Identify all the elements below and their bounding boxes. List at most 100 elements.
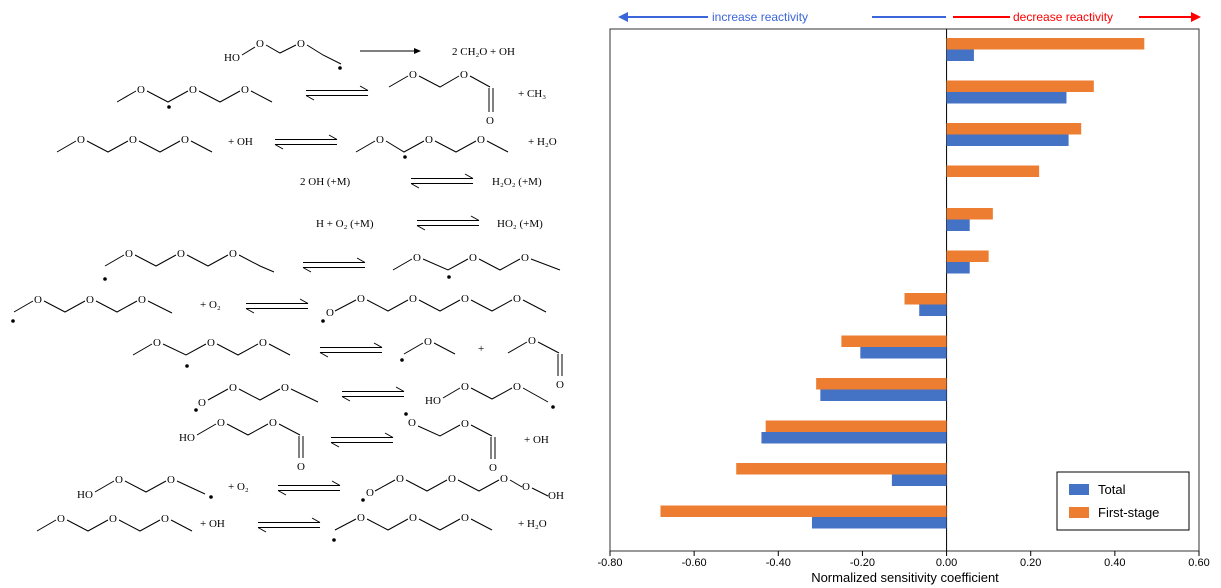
- atom-label: O: [513, 293, 521, 305]
- atom-label: O: [129, 134, 137, 146]
- reactant-structure: HO O O: [224, 38, 342, 70]
- sensitivity-bar-chart: increase reactivity decrease reactivity …: [597, 10, 1210, 585]
- bar-first-stage-8: [841, 335, 947, 347]
- product-structure: O O O O O OH: [361, 473, 564, 502]
- reaction-products: + CH₃: [518, 88, 546, 100]
- product-structure: O O O: [388, 69, 494, 127]
- plot-area-frame: [609, 28, 1200, 552]
- reaction-reactants: 2 OH (+M): [300, 176, 351, 188]
- product-structure: HO O O: [425, 381, 555, 409]
- equilibrium-arrow: [416, 215, 480, 231]
- atom-label: O: [77, 134, 85, 146]
- reaction-11: HO O O + O₂ O O O O O OH: [77, 473, 564, 502]
- atom-label: O: [424, 336, 432, 348]
- atom-label: O: [528, 335, 536, 347]
- equilibrium-arrow: [341, 386, 405, 402]
- atom-label: O: [189, 84, 197, 96]
- reactant-structure: O O O: [36, 513, 193, 532]
- x-tick-label: -0.60: [682, 557, 707, 569]
- atom-label: O: [229, 248, 237, 260]
- reaction-products: + OH: [524, 434, 549, 446]
- reaction-products: + H₂O: [528, 136, 557, 148]
- atom-label: O: [297, 38, 305, 50]
- reactant-structure: O O O: [116, 84, 273, 109]
- atom-label: O: [297, 461, 305, 473]
- legend-swatch-total: [1069, 484, 1089, 495]
- atom-label: O: [229, 382, 237, 394]
- bar-first-stage-10: [765, 420, 947, 432]
- bar-first-stage-4: [946, 165, 1040, 177]
- bar-first-stage-2: [946, 80, 1094, 92]
- legend-swatch-first-stage: [1069, 507, 1089, 518]
- reaction-arrow: [360, 48, 421, 54]
- product-structure: O O O: [404, 412, 497, 474]
- reaction-reagent: + O₂: [200, 299, 221, 311]
- atom-label: O: [448, 473, 456, 485]
- bar-first-stage-11: [736, 463, 947, 475]
- atom-label: O: [396, 473, 404, 485]
- reactant-structure: O O O: [132, 337, 291, 368]
- bar-first-stage-12: [660, 505, 947, 517]
- atom-label: O: [153, 337, 161, 349]
- legend-label-first-stage: First-stage: [1098, 505, 1159, 520]
- bar-total-2: [946, 92, 1067, 104]
- atom-label: O: [469, 252, 477, 264]
- atom-label: O: [425, 134, 433, 146]
- bar-total-3: [946, 134, 1069, 146]
- reactant-structure: HO O O: [77, 474, 213, 501]
- atom-label: O: [125, 248, 133, 260]
- legend-label-total: Total: [1098, 482, 1126, 497]
- atom-label: O: [376, 134, 384, 146]
- reaction-8: O O O O + O O: [132, 335, 564, 391]
- product-structure: O O O: [332, 512, 493, 542]
- reaction-7: O O O + O₂ O O O O O: [11, 293, 547, 323]
- product-structure: O O: [507, 335, 564, 391]
- atom-label: O: [86, 294, 94, 306]
- increase-reactivity-arrowhead: [618, 12, 628, 22]
- bar-first-stage-6: [946, 250, 989, 262]
- atom-label: O: [241, 84, 249, 96]
- atom-label: HO: [224, 52, 240, 64]
- reaction-3: O O O + OH O O O + H₂O: [56, 134, 557, 159]
- bar-total-1: [946, 49, 974, 61]
- atom-label: O: [57, 513, 65, 525]
- reaction-reagent: + OH: [200, 518, 225, 530]
- bar-total-6: [946, 262, 970, 274]
- reaction-1: HO O O 2 CH₂O + OH: [224, 38, 515, 70]
- atom-label: O: [34, 294, 42, 306]
- reaction-4: 2 OH (+M) H₂O₂ (+M): [300, 173, 542, 189]
- atom-label: O: [109, 513, 117, 525]
- reaction-10: HO O O O O O O + OH: [179, 412, 549, 474]
- reaction-12: O O O + OH O O O + H₂O: [36, 512, 547, 542]
- atom-label: O: [477, 134, 485, 146]
- bar-total-8: [860, 347, 947, 359]
- x-tick-label: 0.60: [1188, 557, 1209, 569]
- atom-label: O: [217, 417, 225, 429]
- reaction-products: H₂O₂ (+M): [492, 176, 542, 188]
- bar-total-10: [761, 432, 947, 444]
- reactant-structure: O O O: [103, 248, 275, 281]
- equilibrium-arrow: [302, 257, 366, 273]
- x-axis-title: Normalized sensitivity coefficient: [811, 570, 999, 585]
- atom-label: HO: [77, 489, 93, 501]
- reaction-plus: +: [478, 343, 484, 355]
- reactant-structure: O O O: [11, 294, 173, 323]
- atom-label: O: [366, 487, 374, 499]
- x-tick-label: -0.20: [850, 557, 875, 569]
- bar-first-stage-7: [904, 293, 947, 305]
- reaction-5: H + O₂ (+M) HO₂ (+M): [316, 215, 543, 231]
- atom-label: O: [513, 381, 521, 393]
- atom-label: O: [522, 481, 530, 493]
- reactant-structure: O O O: [56, 134, 213, 153]
- atom-label: O: [409, 512, 417, 524]
- equilibrium-arrow: [319, 342, 383, 358]
- atom-label: O: [460, 69, 468, 81]
- x-axis-ticks: -0.80 -0.60 -0.40 -0.20 0.00 0.20 0.40 0.60: [597, 551, 1210, 569]
- atom-label: O: [461, 293, 469, 305]
- x-tick-label: -0.40: [766, 557, 791, 569]
- reactant-structure: HO O O O: [179, 417, 305, 473]
- atom-label: O: [357, 512, 365, 524]
- bar-first-stage-1: [946, 38, 1145, 50]
- reaction-6: O O O O O O: [103, 248, 561, 281]
- atom-label: O: [521, 252, 529, 264]
